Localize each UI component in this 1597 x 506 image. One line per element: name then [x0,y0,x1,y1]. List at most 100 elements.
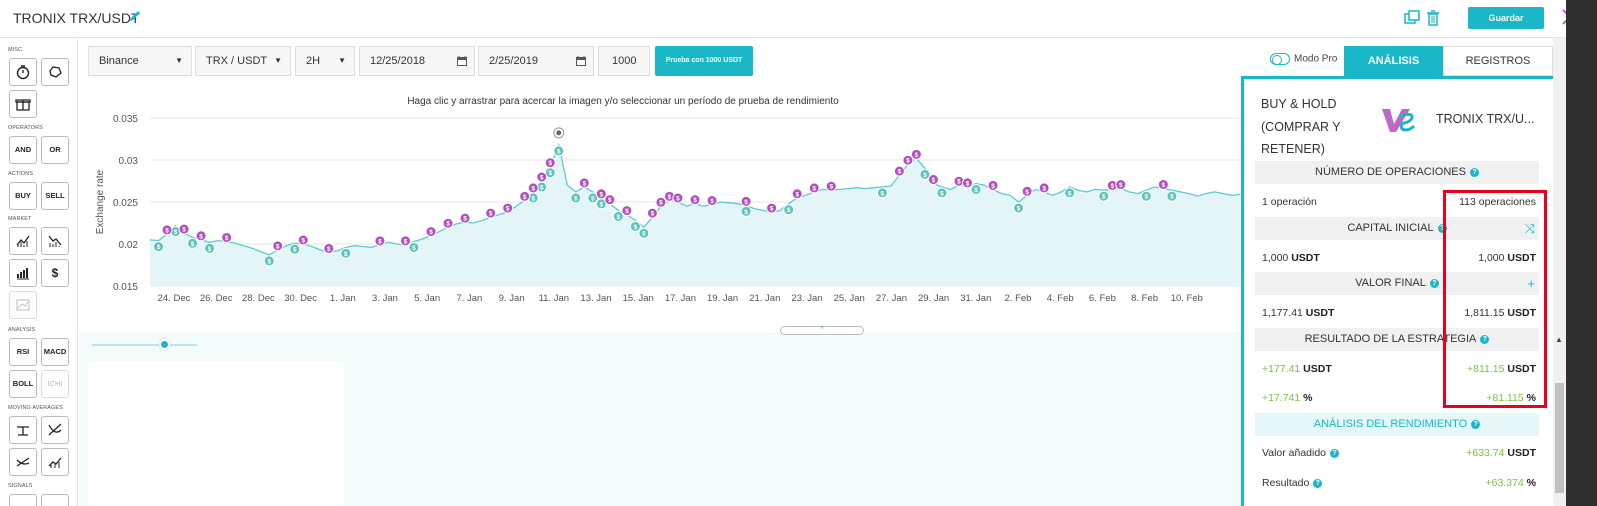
gift-tool[interactable] [9,90,37,118]
tab-analysis[interactable]: ANÁLISIS [1344,46,1443,76]
result-header: RESULTADO DE LA ESTRATEGIA? [1255,328,1539,351]
sell-marker-label: $ [1119,182,1123,189]
crossover-tool[interactable] [9,448,37,476]
buy-marker [204,242,216,254]
strategy-result-usdt: +811.15 USDT [1467,363,1536,375]
buy-marker [1140,190,1152,202]
sell-marker [178,223,190,235]
sell-marker [272,240,284,252]
added-value-label: Valor añadido? [1262,440,1340,466]
buy-marker [919,168,931,180]
boll-button[interactable]: BOLL [9,370,37,398]
pointer-tool[interactable] [41,58,69,86]
help-icon[interactable]: ? [1469,168,1479,177]
market-down-tool[interactable] [41,227,69,255]
help-icon[interactable]: ? [1429,279,1439,288]
buy-hold-label: BUY & HOLD (COMPRAR Y RETENER) [1261,93,1341,161]
x-tick-label: 30. Dec [284,293,317,304]
toggle-icon [1270,53,1290,65]
x-tick-label: 15. Jan [623,293,654,304]
pro-mode-toggle[interactable]: Modo Pro [1270,53,1337,65]
final-value-header: VALOR FINAL? + [1255,272,1539,295]
sell-marker [910,148,922,160]
price-chart-svg[interactable]: Haga clic y arrastrar para acercar la im… [88,86,1248,332]
sell-marker [740,195,752,207]
or-operator-button[interactable]: OR [41,136,69,164]
zoom-slider-handle[interactable] [159,339,170,350]
duplicate-icon[interactable] [1403,9,1421,27]
tab-records[interactable]: REGISTROS [1443,46,1553,76]
panel-scrollbar[interactable]: ▲ [1553,38,1566,506]
hand-icon [49,66,62,78]
help-icon[interactable]: ? [1330,449,1340,458]
price-area [150,144,1240,286]
operations-header: NÚMERO DE OPERACIONES? [1255,161,1539,184]
sell-marker-label: $ [182,227,186,234]
collapse-handle[interactable]: ^ [780,326,864,335]
timer-tool[interactable] [9,58,37,86]
calendar-icon[interactable] [456,55,468,67]
price-chart[interactable]: Haga clic y arrastrar para acercar la im… [88,86,1248,332]
interval-select[interactable]: 2H ▼ [295,46,355,76]
help-icon[interactable]: ? [1480,335,1490,344]
signal-tool-1[interactable] [9,494,37,506]
sell-action-button[interactable]: SELL [41,182,69,210]
buy-marker [783,204,795,216]
plus-icon[interactable]: + [1527,276,1535,291]
buy-hold-operations: 1 operación [1262,196,1317,208]
buy-marker [638,227,650,239]
pencil-icon[interactable] [128,9,142,23]
sma-tool[interactable] [9,416,37,444]
exchange-select[interactable]: Binance ▼ [88,46,192,76]
run-test-button[interactable]: Prueba con 1000 USDT [655,46,753,76]
chart-title: Haga clic y arrastrar para acercar la im… [407,96,839,107]
x-tick-label: 1. Jan [330,293,356,304]
end-date-input[interactable]: 2/25/2019 [478,46,594,76]
ema-tool[interactable] [41,416,69,444]
and-operator-button[interactable]: AND [9,136,37,164]
volume-tool[interactable] [9,259,37,287]
buy-marker-label: $ [557,148,561,155]
macd-button[interactable]: MACD [41,338,69,366]
sell-marker-label: $ [966,180,970,187]
scrollbar-thumb[interactable] [1555,383,1564,493]
calendar-icon[interactable] [575,55,587,67]
y-tick-label: 0.02 [119,240,139,251]
help-icon[interactable]: ? [1471,420,1481,429]
start-date-input[interactable]: 12/25/2018 [359,46,475,76]
price-tool[interactable]: $ [41,259,69,287]
trend-tool[interactable] [41,448,69,476]
sell-marker-label: $ [327,246,331,253]
amount-input[interactable]: 1000 [598,46,650,76]
pro-mode-label: Modo Pro [1294,53,1338,65]
shuffle-icon[interactable]: ⤨ [1524,221,1535,236]
trash-icon[interactable] [1424,9,1442,27]
sell-marker-label: $ [600,191,604,198]
scroll-up-icon[interactable]: ▲ [1555,335,1563,344]
market-up-tool[interactable] [9,227,37,255]
buy-marker [1098,190,1110,202]
sell-marker [1115,179,1127,191]
help-icon[interactable]: ? [1437,224,1447,233]
sell-marker-label: $ [608,197,612,204]
ichi-button[interactable]: ICHI [41,370,69,398]
market-up-icon [16,235,30,247]
bar-chart-icon [17,268,29,280]
x-tick-label: 9. Jan [499,293,525,304]
help-icon[interactable]: ? [1313,479,1323,488]
buy-marker-label: $ [787,207,791,214]
sell-marker-label: $ [906,158,910,165]
signal-tool-2[interactable] [41,494,69,506]
rsi-button[interactable]: RSI [9,338,37,366]
save-button[interactable]: Guardar [1468,7,1544,29]
sma-icon [17,426,29,436]
chart-frame-icon [16,299,30,311]
zoom-slider-track[interactable] [92,344,197,346]
sell-marker-label: $ [1042,185,1046,192]
sell-marker [791,188,803,200]
buy-marker-label: $ [531,195,535,202]
pair-select[interactable]: TRX / USDT ▼ [195,46,291,76]
sell-marker [621,205,633,217]
buy-action-button[interactable]: BUY [9,182,37,210]
performance-result-amount: +63.374 % [1485,477,1536,489]
